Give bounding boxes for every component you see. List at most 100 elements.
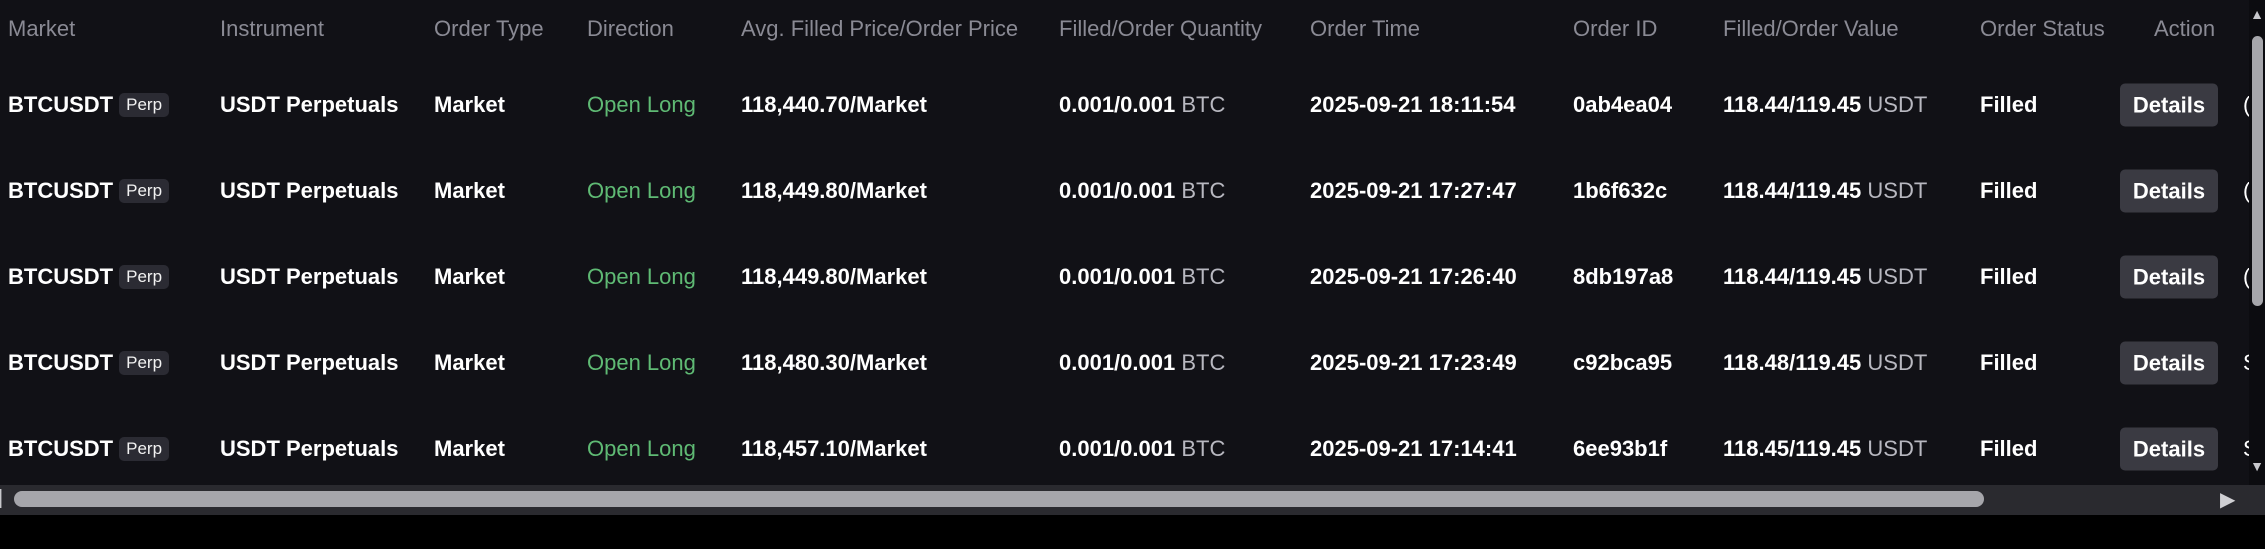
order-time-cell: 2025-09-21 17:27:47 <box>1310 178 1517 203</box>
triangle-up-icon[interactable]: ▲ <box>2250 6 2264 22</box>
quantity-cell: 0.001/0.001 BTC <box>1059 264 1225 290</box>
value-cell: 118.44/119.45 USDT <box>1723 92 1927 118</box>
quantity-value: 0.001/0.001 <box>1059 436 1176 461</box>
value-unit: USDT <box>1867 350 1928 375</box>
direction-cell: Open Long <box>587 350 696 375</box>
value-amount: 118.44/119.45 <box>1723 92 1862 117</box>
header-instrument: Instrument <box>220 16 324 41</box>
order-type-cell: Market <box>434 92 505 117</box>
value-cell: 118.48/119.45 USDT <box>1723 350 1927 376</box>
quantity-cell: 0.001/0.001 BTC <box>1059 436 1225 462</box>
instrument-cell: USDT Perpetuals <box>220 264 399 289</box>
perp-badge: Perp <box>119 265 170 289</box>
status-cell: Filled <box>1980 92 2038 117</box>
vertical-scroll-thumb[interactable] <box>2252 36 2263 306</box>
quantity-value: 0.001/0.001 <box>1059 350 1176 375</box>
triangle-right-icon[interactable]: ▶ <box>2220 489 2236 511</box>
order-time-cell: 2025-09-21 17:23:49 <box>1310 350 1517 375</box>
triangle-down-icon[interactable]: ▼ <box>2250 458 2264 474</box>
details-button[interactable]: Details <box>2120 341 2218 385</box>
details-button[interactable]: Details <box>2120 83 2218 127</box>
quantity-cell: 0.001/0.001 BTC <box>1059 350 1225 376</box>
instrument-cell: USDT Perpetuals <box>220 436 399 461</box>
header-direction: Direction <box>587 16 674 41</box>
direction-cell: Open Long <box>587 264 696 289</box>
market-symbol: BTCUSDT <box>8 264 114 289</box>
status-cell: Filled <box>1980 436 2038 461</box>
price-cell: 118,449.80/Market <box>741 264 927 289</box>
orders-table: Market Instrument Order Type Direction A… <box>0 0 2265 485</box>
quantity-unit: BTC <box>1181 436 1226 461</box>
value-cell: 118.44/119.45 USDT <box>1723 264 1927 290</box>
order-id-cell: 0ab4ea04 <box>1573 92 1673 117</box>
value-unit: USDT <box>1867 178 1928 203</box>
order-time-cell: 2025-09-21 17:26:40 <box>1310 264 1517 289</box>
perp-badge: Perp <box>119 93 170 117</box>
triangle-left-icon[interactable]: ▏ <box>0 491 13 508</box>
value-amount: 118.48/119.45 <box>1723 350 1862 375</box>
order-id-cell: 1b6f632c <box>1573 178 1668 203</box>
table-row: BTCUSDT Perp USDT Perpetuals Market Open … <box>0 406 2258 485</box>
value-amount: 118.44/119.45 <box>1723 178 1862 203</box>
market-symbol: BTCUSDT <box>8 92 114 117</box>
order-time-cell: 2025-09-21 17:14:41 <box>1310 436 1517 461</box>
status-cell: Filled <box>1980 178 2038 203</box>
value-unit: USDT <box>1867 92 1928 117</box>
quantity-unit: BTC <box>1181 178 1226 203</box>
quantity-value: 0.001/0.001 <box>1059 264 1176 289</box>
order-id-cell: 8db197a8 <box>1573 264 1674 289</box>
table-row: BTCUSDT Perp USDT Perpetuals Market Open … <box>0 320 2258 406</box>
details-button[interactable]: Details <box>2120 427 2218 471</box>
clipped-cell: ( <box>2243 178 2251 203</box>
market-cell: BTCUSDT Perp <box>8 178 170 204</box>
market-symbol: BTCUSDT <box>8 178 114 203</box>
quantity-unit: BTC <box>1181 350 1226 375</box>
quantity-unit: BTC <box>1181 264 1226 289</box>
table-row: BTCUSDT Perp USDT Perpetuals Market Open … <box>0 148 2250 234</box>
header-order-type: Order Type <box>434 16 544 41</box>
order-type-cell: Market <box>434 350 505 375</box>
quantity-cell: 0.001/0.001 BTC <box>1059 178 1225 204</box>
table-row: BTCUSDT Perp USDT Perpetuals Market Open … <box>0 234 2250 320</box>
value-unit: USDT <box>1867 436 1928 461</box>
order-type-cell: Market <box>434 178 505 203</box>
market-cell: BTCUSDT Perp <box>8 436 170 462</box>
horizontal-scroll-thumb[interactable] <box>14 491 1984 507</box>
order-type-cell: Market <box>434 264 505 289</box>
details-button[interactable]: Details <box>2120 255 2218 299</box>
market-symbol: BTCUSDT <box>8 350 114 375</box>
order-time-cell: 2025-09-21 18:11:54 <box>1310 92 1516 117</box>
market-cell: BTCUSDT Perp <box>8 350 170 376</box>
value-cell: 118.45/119.45 USDT <box>1723 436 1927 462</box>
quantity-value: 0.001/0.001 <box>1059 178 1176 203</box>
clipped-cell: ( <box>2243 92 2251 117</box>
value-amount: 118.44/119.45 <box>1723 264 1862 289</box>
status-cell: Filled <box>1980 350 2038 375</box>
perp-badge: Perp <box>119 437 170 461</box>
direction-cell: Open Long <box>587 92 696 117</box>
instrument-cell: USDT Perpetuals <box>220 92 399 117</box>
quantity-unit: BTC <box>1181 92 1226 117</box>
header-order-time: Order Time <box>1310 16 1421 41</box>
instrument-cell: USDT Perpetuals <box>220 350 399 375</box>
header-price: Avg. Filled Price/Order Price <box>741 16 1019 41</box>
table-row: BTCUSDT Perp USDT Perpetuals Market Open … <box>0 62 2250 148</box>
market-cell: BTCUSDT Perp <box>8 264 170 290</box>
header-quantity: Filled/Order Quantity <box>1059 16 1262 41</box>
quantity-cell: 0.001/0.001 BTC <box>1059 92 1225 118</box>
price-cell: 118,480.30/Market <box>741 350 927 375</box>
direction-cell: Open Long <box>587 178 696 203</box>
instrument-cell: USDT Perpetuals <box>220 178 399 203</box>
market-symbol: BTCUSDT <box>8 436 114 461</box>
value-unit: USDT <box>1867 264 1928 289</box>
details-button[interactable]: Details <box>2120 169 2218 213</box>
header-market: Market <box>8 16 76 41</box>
order-id-cell: 6ee93b1f <box>1573 436 1668 461</box>
header-order-id: Order ID <box>1573 16 1658 41</box>
quantity-value: 0.001/0.001 <box>1059 92 1176 117</box>
price-cell: 118,457.10/Market <box>741 436 927 461</box>
order-id-cell: c92bca95 <box>1573 350 1673 375</box>
price-cell: 118,440.70/Market <box>741 92 927 117</box>
clipped-cell: ( <box>2243 264 2251 289</box>
market-cell: BTCUSDT Perp <box>8 92 170 118</box>
